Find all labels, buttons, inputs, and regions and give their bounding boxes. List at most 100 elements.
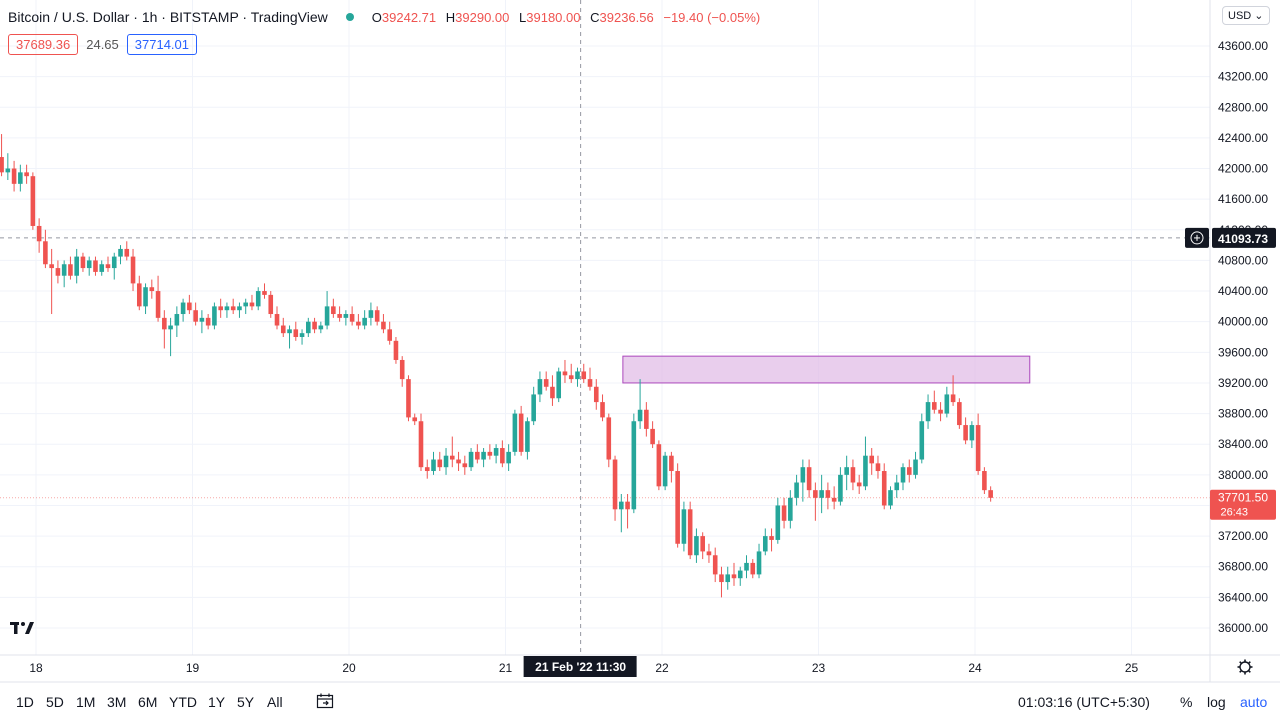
candle-down: [374, 306, 380, 326]
currency-selector[interactable]: USD ⌄: [1222, 6, 1270, 25]
candle-body: [543, 379, 549, 387]
range-1y-button[interactable]: 1Y: [208, 694, 226, 710]
symbol-legend: Bitcoin / U.S. Dollar · 1h · BITSTAMP · …: [8, 9, 766, 25]
candle-body: [750, 562, 756, 575]
candle-body: [537, 379, 543, 395]
candle-body: [449, 455, 455, 460]
candle-body: [863, 455, 868, 487]
candle-body: [531, 394, 536, 422]
candle-up: [525, 417, 530, 460]
candle-body: [669, 455, 674, 472]
candle-down: [543, 371, 549, 391]
candle-body: [681, 509, 687, 544]
candle-down: [781, 497, 787, 529]
timezone-clock[interactable]: 01:03:16 (UTC+5:30): [1018, 694, 1150, 710]
x-tick-label: 25: [1125, 661, 1139, 675]
candle-down: [418, 413, 424, 472]
candle-body: [180, 302, 186, 315]
candle-body: [61, 264, 67, 276]
range-6m-button[interactable]: 6M: [138, 694, 158, 710]
candle-body: [437, 459, 443, 468]
candle-down: [581, 363, 587, 383]
candle-down: [337, 306, 342, 322]
candle-body: [957, 402, 962, 426]
candle-up: [744, 555, 749, 579]
go-to-date-icon[interactable]: [316, 692, 334, 713]
ask-price[interactable]: 37714.01: [126, 34, 198, 55]
range-1m-button[interactable]: 1M: [76, 694, 96, 710]
candle-down: [205, 314, 211, 330]
candle-body: [556, 371, 562, 399]
candle-body: [49, 264, 54, 269]
candle-up: [725, 566, 731, 590]
candle-body: [575, 371, 580, 380]
y-tick-label: 40000.00: [1218, 315, 1268, 329]
bottom-toolbar: 1D 5D 1M 3M 6M YTD 1Y 5Y All 01:03:16 (U…: [0, 684, 1280, 720]
candle-body: [205, 317, 211, 326]
candle-body: [262, 291, 267, 295]
candle-down: [393, 337, 399, 364]
candle-body: [280, 325, 286, 334]
candle-body: [143, 287, 148, 307]
candle-down: [963, 417, 968, 445]
crosshair-time-tag-bg: [523, 656, 637, 677]
candle-body: [700, 536, 705, 552]
candle-body: [118, 248, 123, 257]
candle-down: [950, 375, 956, 406]
candle-body: [381, 321, 386, 330]
candle-up: [800, 459, 806, 502]
candle-body: [356, 321, 361, 326]
candle-down: [700, 532, 705, 560]
candle-body: [712, 555, 718, 575]
candle-down: [856, 474, 862, 494]
range-5y-button[interactable]: 5Y: [237, 694, 255, 710]
candle-down: [562, 359, 568, 383]
quote-panel: 37689.36 24.65 37714.01: [8, 34, 198, 55]
candle-body: [212, 306, 217, 326]
tradingview-logo-icon[interactable]: [10, 620, 36, 642]
range-all-button[interactable]: All: [267, 694, 283, 710]
range-ytd-button[interactable]: YTD: [169, 694, 197, 710]
range-3m-button[interactable]: 3M: [107, 694, 127, 710]
candle-body: [500, 448, 505, 464]
candle-body: [255, 291, 261, 307]
log-toggle[interactable]: log: [1207, 694, 1226, 710]
range-1d-button[interactable]: 1D: [16, 694, 34, 710]
candle-up: [844, 455, 849, 491]
candle-body: [299, 333, 305, 337]
candle-down: [349, 306, 355, 326]
candle-down: [606, 413, 612, 468]
symbol-title[interactable]: Bitcoin / U.S. Dollar · 1h · BITSTAMP · …: [8, 9, 328, 25]
candle-body: [525, 421, 530, 452]
candle-body: [412, 417, 418, 422]
candle-up: [443, 448, 449, 475]
open-label: O: [371, 9, 382, 25]
candle-up: [199, 310, 205, 334]
candle-body: [312, 321, 317, 330]
spread-value: 24.65: [86, 37, 119, 52]
candle-body: [975, 425, 981, 472]
candle-down: [187, 294, 192, 315]
candle-down: [806, 459, 812, 498]
settings-gear-icon[interactable]: [1237, 659, 1253, 675]
candle-down: [475, 444, 480, 464]
candle-down: [280, 317, 286, 337]
candle-body: [193, 310, 198, 322]
range-5d-button[interactable]: 5D: [46, 694, 64, 710]
candle-down: [80, 252, 86, 272]
candle-body: [387, 329, 392, 341]
candle-down: [130, 248, 136, 292]
candle-up: [788, 490, 793, 529]
crosshair-time-tag: 21 Feb '22 11:30: [523, 656, 637, 677]
crosshair-price-label: 41093.73: [1218, 232, 1268, 246]
auto-scale-toggle[interactable]: auto: [1240, 694, 1268, 710]
add-alert-plus-icon[interactable]: [1185, 227, 1209, 248]
candle-body: [80, 256, 86, 269]
percent-toggle[interactable]: %: [1180, 694, 1193, 710]
candle-up: [863, 436, 868, 491]
candle-body: [237, 306, 242, 311]
candle-body: [625, 501, 630, 510]
bid-price[interactable]: 37689.36: [8, 34, 79, 55]
candles-layer: [0, 134, 993, 598]
